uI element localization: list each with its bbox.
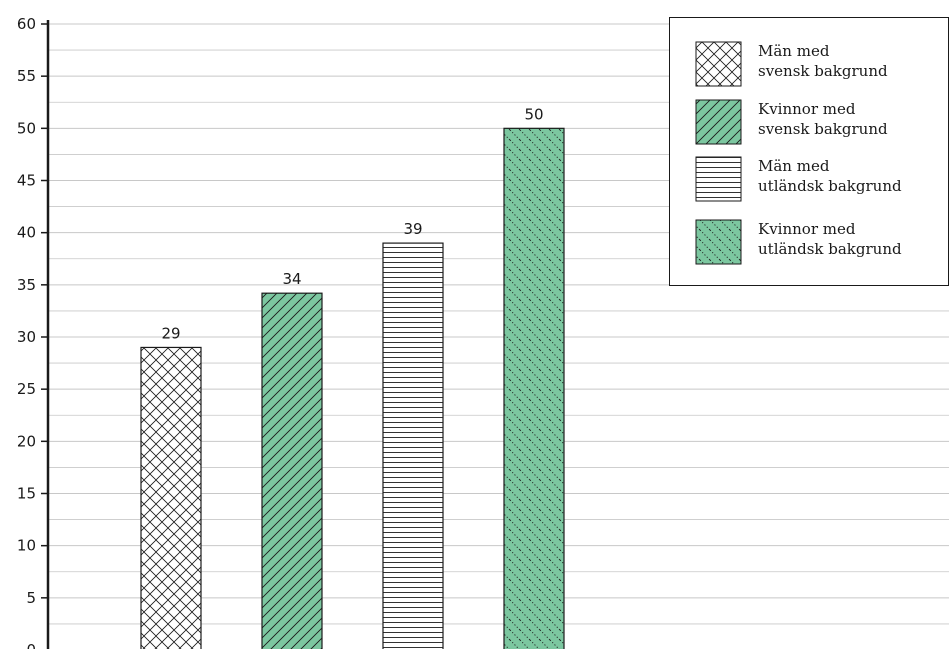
y-tick-label: 40	[17, 224, 36, 242]
legend-swatch	[695, 219, 742, 265]
y-tick-label: 10	[17, 537, 36, 555]
y-axis-ticks: 0 5 10 15 20 25 30 35 40 45 50 55 60	[17, 15, 48, 654]
y-tick-label: 15	[17, 485, 36, 503]
y-tick-label: 5	[26, 589, 36, 607]
y-tick-label: 30	[17, 328, 36, 346]
legend: Män med svensk bakgrund Kvinnor med svensk …	[669, 17, 949, 286]
legend-swatch	[695, 156, 742, 202]
legend-swatch	[695, 99, 742, 145]
bar-2	[261, 292, 323, 651]
bar-value-label: 39	[403, 220, 422, 238]
y-tick-label: 60	[17, 15, 36, 33]
legend-label: svensk bakgrund	[758, 120, 888, 138]
bar-1	[140, 346, 202, 651]
legend-label: Kvinnor med	[758, 100, 856, 118]
data-labels: 29 34 39 50	[161, 105, 543, 342]
bar-4	[503, 127, 565, 651]
bar-value-label: 29	[161, 324, 180, 342]
legend-label: Kvinnor med	[758, 220, 856, 238]
y-tick-label: 55	[17, 67, 36, 85]
legend-label: utländsk bakgrund	[758, 177, 902, 195]
bars	[140, 127, 565, 651]
bar-value-label: 34	[282, 270, 301, 288]
y-tick-label: 35	[17, 276, 36, 294]
bar-value-label: 50	[524, 105, 543, 123]
y-tick-label: 45	[17, 172, 36, 190]
y-tick-label: 0	[26, 641, 36, 649]
y-tick-label: 20	[17, 432, 36, 450]
legend-label: Män med	[758, 42, 830, 60]
y-tick-label: 50	[17, 119, 36, 137]
y-tick-label: 25	[17, 380, 36, 398]
legend-label: svensk bakgrund	[758, 62, 888, 80]
legend-label: utländsk bakgrund	[758, 240, 902, 258]
legend-swatch	[695, 41, 742, 87]
legend-label: Män med	[758, 157, 830, 175]
bar-3	[382, 242, 444, 651]
